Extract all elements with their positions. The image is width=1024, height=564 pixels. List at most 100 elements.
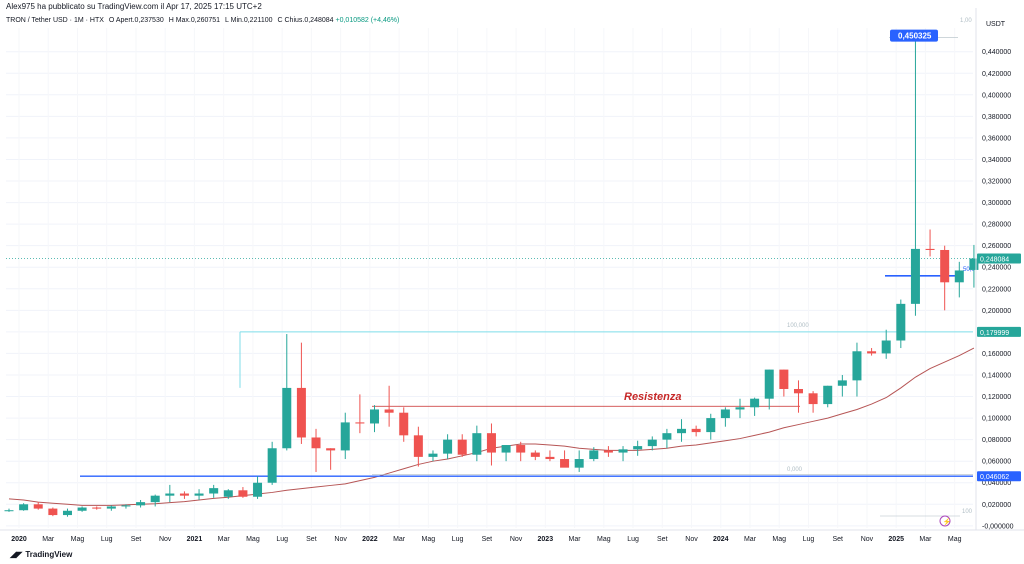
x-tick-label: Nov bbox=[159, 536, 172, 543]
horizontal-levels: Resistenza 1,00 100,000 0,000 50,0 100 bbox=[6, 18, 975, 517]
candles bbox=[4, 40, 979, 517]
candle-body bbox=[560, 459, 570, 468]
x-tick-label: Lug bbox=[803, 536, 815, 543]
candle-body bbox=[618, 449, 628, 453]
candle-body bbox=[311, 437, 321, 449]
last-price-tag-bg bbox=[977, 253, 1021, 264]
x-tick-label: Mar bbox=[42, 536, 55, 543]
symbol-name[interactable]: TRON / Tether USD · 1M · HTX bbox=[6, 17, 104, 24]
candle-body bbox=[633, 446, 643, 450]
candle-body bbox=[574, 459, 584, 468]
candle-body bbox=[954, 270, 964, 283]
candle-body bbox=[443, 439, 453, 454]
y-tick-label: 0,320000 bbox=[982, 179, 1011, 186]
change-value: +0,010582 (+4,46%) bbox=[335, 17, 400, 24]
price-tags: 0,248084 0,179999 0,046062 0,450325 ⚡ bbox=[890, 29, 1021, 527]
close-value: Chius.0,248084 bbox=[284, 17, 334, 24]
x-tick-label: Mar bbox=[393, 536, 406, 543]
grid bbox=[6, 28, 973, 528]
candle-body bbox=[925, 248, 935, 250]
y-tick-label: 0,040000 bbox=[982, 480, 1011, 487]
y-tick-label: 0,300000 bbox=[982, 200, 1011, 207]
candle-body bbox=[209, 488, 219, 494]
candle-body bbox=[720, 409, 730, 419]
candle-body bbox=[501, 445, 511, 453]
y-tick-label: 0,100000 bbox=[982, 416, 1011, 423]
candle-body bbox=[370, 409, 379, 424]
candle-body bbox=[691, 428, 701, 433]
y-tick-label: 0,020000 bbox=[982, 502, 1011, 509]
candle-body bbox=[62, 510, 72, 516]
y-tick-label: 0,400000 bbox=[982, 92, 1011, 99]
resistance-label: Resistenza bbox=[624, 391, 681, 403]
x-tick-label: Mar bbox=[919, 536, 932, 543]
candle-body bbox=[677, 428, 687, 434]
candle-body bbox=[4, 510, 14, 512]
candle-body bbox=[779, 369, 789, 389]
publisher-line: Alex975 ha pubblicato su TradingView.com… bbox=[6, 2, 262, 11]
close-label: C bbox=[277, 17, 283, 24]
candle-body bbox=[150, 495, 160, 503]
x-tick-label: Mar bbox=[744, 536, 757, 543]
candle-body bbox=[106, 506, 116, 509]
candle-body bbox=[881, 340, 891, 354]
open-value: Apert.0,237530 bbox=[115, 17, 164, 24]
x-tick-label: 2020 bbox=[11, 536, 27, 543]
candle-body bbox=[457, 439, 467, 455]
candle-body bbox=[355, 422, 365, 424]
open-label: O bbox=[108, 17, 115, 24]
candle-body bbox=[165, 493, 175, 496]
candle-body bbox=[92, 507, 102, 509]
candle-body bbox=[823, 385, 833, 405]
tradingview-logo[interactable]: ◢◤ TradingView bbox=[10, 550, 72, 559]
high-value: Max.0,260751 bbox=[175, 17, 221, 24]
x-tick-label: Mag bbox=[597, 536, 611, 543]
fib-label-mid: 100,000 bbox=[787, 323, 809, 329]
candle-body bbox=[969, 258, 979, 270]
fib-100-tag: 0,179999 bbox=[980, 330, 1009, 337]
candle-body bbox=[706, 418, 716, 433]
x-tick-label: Lug bbox=[101, 536, 113, 543]
candle-body bbox=[808, 393, 818, 405]
x-tick-label: Set bbox=[832, 536, 843, 543]
x-tick-label: Nov bbox=[861, 536, 874, 543]
candle-body bbox=[19, 504, 29, 511]
candle-body bbox=[413, 435, 423, 457]
candle-body bbox=[238, 490, 248, 497]
candle-body bbox=[194, 493, 204, 496]
candle-body bbox=[428, 453, 438, 457]
y-tick-label: 0,200000 bbox=[982, 308, 1011, 315]
candle-body bbox=[384, 409, 394, 413]
candle-body bbox=[267, 448, 277, 483]
x-tick-label: Lug bbox=[452, 536, 464, 543]
symbol-legend: TRON / Tether USD · 1M · HTX O Apert.0,2… bbox=[6, 17, 399, 24]
x-tick-label: 2025 bbox=[888, 536, 904, 543]
candle-body bbox=[940, 249, 950, 283]
x-tick-label: Mag bbox=[772, 536, 786, 543]
x-tick-label: Mag bbox=[71, 536, 85, 543]
candle-body bbox=[867, 351, 877, 354]
high-price-tag-bg bbox=[890, 29, 938, 42]
candle-body bbox=[647, 439, 657, 447]
candle-body bbox=[48, 508, 58, 516]
candle-body bbox=[793, 388, 803, 394]
lightning-icon bbox=[939, 515, 951, 527]
candle-body bbox=[340, 422, 350, 451]
candle-body bbox=[486, 433, 496, 453]
y-tick-label: 0,120000 bbox=[982, 394, 1011, 401]
x-tick-label: Set bbox=[306, 536, 317, 543]
low-value: Min.0,221100 bbox=[230, 17, 273, 24]
x-tick-label: Mag bbox=[948, 536, 962, 543]
candle-body bbox=[516, 445, 526, 453]
y-tick-label: 0,360000 bbox=[982, 135, 1011, 142]
fib-0-tag: 0,046062 bbox=[980, 474, 1009, 481]
high-price-tag: 0,450325 bbox=[898, 32, 932, 41]
x-tick-label: Nov bbox=[510, 536, 523, 543]
x-tick-label: Mag bbox=[422, 536, 436, 543]
candle-body bbox=[852, 351, 862, 381]
x-tick-label: Lug bbox=[276, 536, 288, 543]
candle-body bbox=[472, 433, 482, 455]
candle-body bbox=[750, 398, 760, 408]
x-tick-label: Mag bbox=[246, 536, 260, 543]
